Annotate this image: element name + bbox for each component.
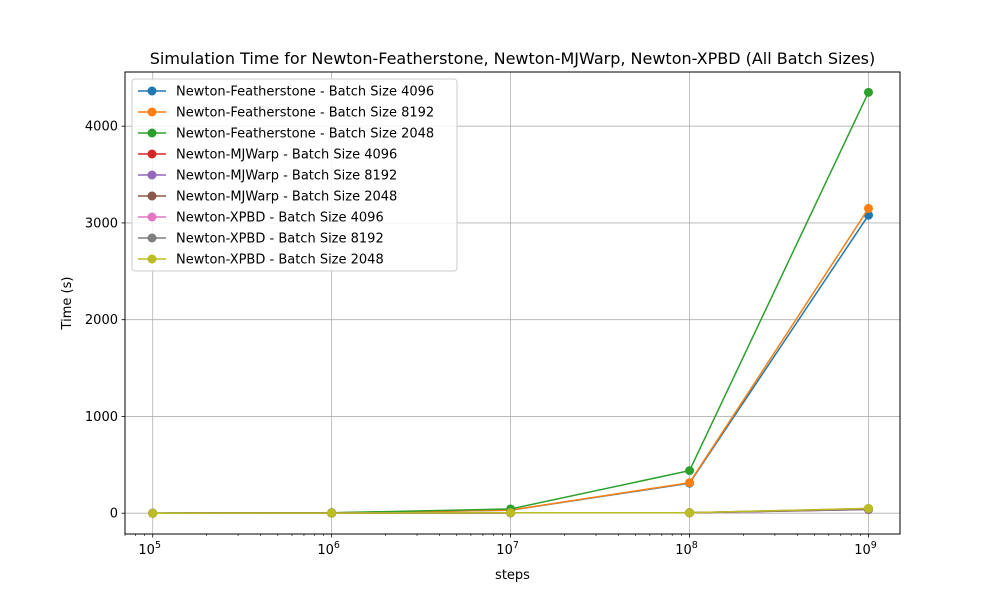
legend-label: Newton-XPBD - Batch Size 4096 bbox=[176, 211, 384, 226]
legend-label: Newton-XPBD - Batch Size 2048 bbox=[176, 253, 384, 268]
legend-label: Newton-MJWarp - Batch Size 4096 bbox=[176, 148, 397, 163]
plot-area bbox=[148, 87, 873, 518]
legend-label: Newton-MJWarp - Batch Size 8192 bbox=[176, 169, 397, 184]
data-point bbox=[863, 87, 873, 97]
plot-frame bbox=[124, 71, 901, 535]
legend-box bbox=[131, 78, 458, 272]
legend-label: Newton-XPBD - Batch Size 8192 bbox=[176, 232, 384, 247]
y-axis-label: Time (s) bbox=[60, 277, 75, 331]
y-tick-label: 1000 bbox=[85, 410, 118, 425]
data-point bbox=[506, 508, 516, 518]
legend-marker bbox=[147, 170, 157, 180]
data-point bbox=[685, 478, 695, 488]
chart-title: Simulation Time for Newton-Featherstone,… bbox=[150, 49, 876, 68]
legend-label: Newton-MJWarp - Batch Size 2048 bbox=[176, 190, 397, 205]
y-tick-label: 2000 bbox=[85, 313, 118, 328]
legend-label: Newton-Featherstone - Batch Size 2048 bbox=[176, 127, 434, 142]
x-tick-label: 108 bbox=[675, 540, 698, 558]
data-point bbox=[685, 466, 695, 476]
x-axis-label: steps bbox=[495, 568, 530, 583]
data-point bbox=[685, 508, 695, 518]
y-tick-label: 0 bbox=[110, 507, 118, 522]
data-point bbox=[148, 508, 158, 518]
legend-marker bbox=[147, 86, 157, 96]
axes: 105 106 107 108 109 0 1000 2000 3000 4000 bbox=[85, 120, 877, 558]
x-tick-label: 109 bbox=[854, 540, 877, 558]
legend: Newton-Featherstone - Batch Size 4096 New… bbox=[131, 78, 458, 272]
x-tick-label: 106 bbox=[317, 540, 340, 558]
x-tick-label: 107 bbox=[496, 540, 519, 558]
legend-marker bbox=[147, 212, 157, 222]
x-tick-label: 105 bbox=[138, 540, 161, 558]
legend-marker bbox=[147, 128, 157, 138]
y-tick-label: 4000 bbox=[85, 120, 118, 135]
data-point bbox=[327, 508, 337, 518]
legend-label: Newton-Featherstone - Batch Size 8192 bbox=[176, 106, 434, 121]
legend-marker bbox=[147, 254, 157, 264]
legend-label: Newton-Featherstone - Batch Size 4096 bbox=[176, 85, 434, 100]
data-point bbox=[863, 203, 873, 213]
legend-marker bbox=[147, 233, 157, 243]
data-point bbox=[863, 503, 873, 513]
legend-marker bbox=[147, 107, 157, 117]
legend-marker bbox=[147, 149, 157, 159]
legend-marker bbox=[147, 191, 157, 201]
y-tick-label: 3000 bbox=[85, 216, 118, 231]
